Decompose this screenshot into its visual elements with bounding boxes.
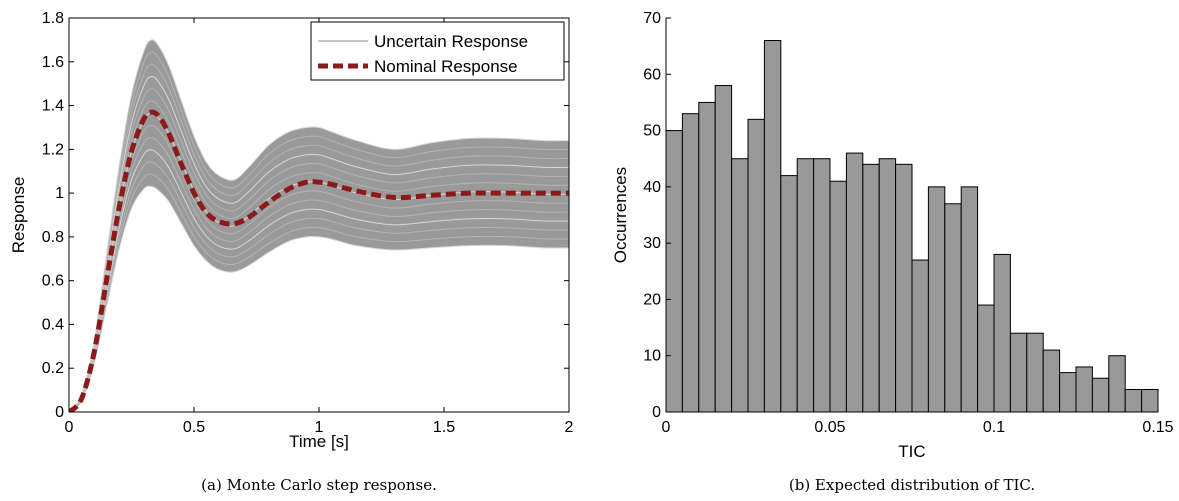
caption-b: (b) Expected distribution of TIC. (789, 476, 1035, 494)
tic-histogram-bars (665, 40, 1159, 413)
tic-histogram-y-tick-label: 60 (643, 66, 661, 83)
step-response-x-tick-label: 0.5 (183, 419, 205, 436)
tic-histogram-y-tick-label: 50 (643, 123, 661, 140)
tic-histogram-bar (993, 253, 1011, 413)
uncertain-response-line (69, 137, 569, 412)
step-response-y-tick-label: 1.6 (42, 54, 64, 71)
uncertain-response-band (69, 39, 569, 412)
step-response-x-tick-label: 2 (565, 419, 574, 436)
step-response-y-tick-label: 1.4 (42, 98, 64, 115)
uncertain-response-line (69, 100, 569, 412)
uncertain-response-ensemble (69, 39, 569, 412)
tic-histogram-bar (977, 304, 995, 413)
tic-histogram-bar (944, 203, 962, 413)
step-response-legend: Uncertain Response Nominal Response (310, 21, 565, 81)
tic-histogram-bar (1026, 332, 1044, 413)
tic-histogram-y-tick-label: 70 (643, 10, 661, 27)
legend-box (310, 21, 565, 81)
tic-histogram-y-tick-label: 30 (643, 235, 661, 252)
tic-histogram-axes (665, 18, 1158, 413)
tic-histogram-bar (960, 186, 979, 413)
step-response-y-tick-label: 0.6 (42, 273, 64, 290)
uncertain-response-line (69, 39, 569, 412)
step-response-x-tick-label: 1 (315, 419, 324, 436)
tic-histogram-x-tick-label: 0.05 (814, 419, 845, 436)
step-response-y-axis-label: Response (9, 177, 28, 254)
tic-histogram-bar (927, 186, 946, 413)
step-response-plot-area (69, 39, 569, 412)
tic-histogram-bar (911, 259, 929, 413)
tic-histogram-bar (665, 130, 683, 413)
tic-histogram-bar (747, 118, 765, 413)
uncertain-response-line (69, 51, 569, 412)
tic-histogram-bar (1059, 372, 1077, 413)
tic-histogram-bar (813, 158, 831, 413)
nominal-response-line (69, 109, 569, 412)
tic-histogram-x-tick-label: 0.1 (983, 419, 1005, 436)
tic-histogram-bar (714, 85, 733, 413)
uncertain-response-line (69, 185, 569, 412)
step-response-y-tick-label: 0 (55, 404, 64, 421)
chart-step-response: 0 0.5 1 1.5 2 0 0.2 0.4 0.6 0.8 1 1.2 1.4 1.6 1.8 Time… (9, 10, 574, 494)
step-response-y-tick-label: 1.2 (42, 141, 64, 158)
uncertain-response-line (69, 161, 569, 412)
tic-histogram-bar (845, 152, 864, 413)
legend-label-uncertain: Uncertain Response (374, 32, 528, 51)
step-response-y-tick-label: 1.8 (42, 10, 64, 27)
step-response-axes-frame (68, 17, 570, 413)
step-response-y-tick-label: 0.4 (42, 316, 64, 333)
tic-histogram-y-tick-label: 0 (652, 404, 661, 421)
step-response-tick-labels: 0 0.5 1 1.5 2 0 0.2 0.4 0.6 0.8 1 1.2 1.4 1.6 1.8 (42, 10, 574, 436)
tic-histogram-bar (731, 158, 749, 413)
step-response-y-tick-label: 1 (55, 185, 64, 202)
uncertain-response-line (69, 149, 569, 412)
chart-tic-histogram: 0 0.05 0.1 0.15 0 10 20 30 40 50 60 70 TIC Occurren… (611, 10, 1174, 494)
tic-histogram-bar (895, 163, 913, 413)
caption-a: (a) Monte Carlo step response. (201, 476, 437, 494)
tic-histogram-bar (878, 158, 897, 413)
tic-histogram-y-tick-label: 10 (643, 348, 661, 365)
step-response-x-tick-label: 1.5 (433, 419, 455, 436)
tic-histogram-bar (681, 113, 700, 413)
uncertain-response-line (69, 88, 569, 412)
tic-histogram-bar (1141, 388, 1159, 413)
tic-histogram-y-tick-label: 20 (643, 291, 661, 308)
tic-histogram-x-tick-label: 0 (662, 419, 671, 436)
tic-histogram-y-axis-label: Occurrences (611, 167, 630, 263)
legend-label-nominal: Nominal Response (374, 57, 518, 76)
step-response-x-axis-label: Time [s] (289, 432, 349, 451)
tic-histogram-bar (1124, 388, 1143, 413)
tic-histogram-bar (1009, 332, 1028, 413)
uncertain-response-line (69, 124, 569, 412)
tic-histogram-bar (796, 158, 815, 413)
tic-histogram-bar (1091, 377, 1110, 413)
step-response-y-tick-label: 0.2 (42, 360, 64, 377)
tic-histogram-bar (862, 163, 880, 413)
uncertain-response-line (69, 63, 569, 412)
tic-histogram-tick-labels: 0 0.05 0.1 0.15 0 10 20 30 40 50 60 70 (643, 10, 1173, 436)
tic-histogram-y-tick-label: 40 (643, 179, 661, 196)
tic-histogram-x-axis-label: TIC (898, 442, 925, 461)
tic-histogram-bar (698, 101, 716, 413)
step-response-y-tick-label: 0.8 (42, 229, 64, 246)
tic-histogram-bar (763, 40, 782, 413)
step-response-x-tick-label: 0 (65, 419, 74, 436)
tic-histogram-bar (1075, 366, 1093, 413)
uncertain-response-line (69, 76, 569, 412)
tic-histogram-bar (829, 180, 847, 413)
tic-histogram-bar (780, 175, 798, 413)
uncertain-response-line (69, 173, 569, 412)
tic-histogram-bar (1108, 355, 1126, 413)
tic-histogram-bar (1042, 349, 1061, 413)
tic-histogram-x-tick-label: 0.15 (1142, 419, 1173, 436)
